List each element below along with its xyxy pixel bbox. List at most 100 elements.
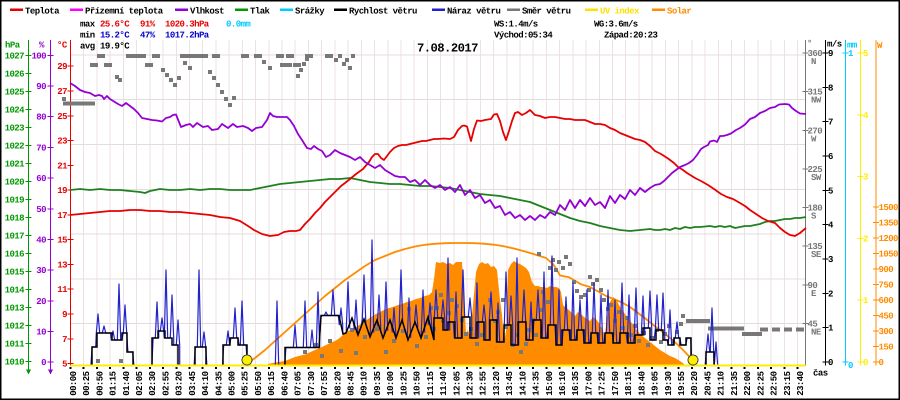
svg-text:SW: SW	[811, 173, 822, 183]
svg-text:1021: 1021	[5, 159, 26, 169]
svg-text:08:20: 08:20	[333, 371, 343, 395]
svg-text:1015: 1015	[5, 267, 25, 277]
svg-text:1013: 1013	[5, 303, 25, 313]
svg-text:7: 7	[62, 335, 67, 345]
svg-text:00:25: 00:25	[82, 371, 92, 395]
svg-text:300: 300	[879, 327, 894, 337]
svg-text:40: 40	[36, 236, 46, 246]
svg-text:03:20: 03:20	[175, 371, 185, 395]
svg-text:1050: 1050	[879, 250, 899, 260]
svg-text:1023: 1023	[5, 123, 25, 133]
svg-text:315: 315	[808, 88, 823, 98]
svg-text:Západ:20:23: Západ:20:23	[604, 31, 658, 41]
svg-text:23:15: 23:15	[783, 371, 793, 395]
svg-text:135: 135	[808, 242, 823, 252]
svg-text:10:50: 10:50	[413, 371, 423, 395]
svg-text:01:15: 01:15	[109, 371, 119, 395]
svg-text:Vlhkost: Vlhkost	[190, 7, 224, 17]
svg-text:02:30: 02:30	[148, 371, 158, 395]
svg-text:1025: 1025	[5, 87, 25, 97]
svg-text:25: 25	[57, 112, 67, 122]
svg-text:min: min	[80, 31, 95, 41]
svg-text:06:40: 06:40	[280, 371, 290, 395]
svg-text:1020.3hPa: 1020.3hPa	[165, 20, 210, 30]
svg-text:16:10: 16:10	[558, 371, 568, 395]
svg-text:hPa: hPa	[5, 41, 21, 51]
svg-text:12:05: 12:05	[452, 371, 462, 395]
svg-text:16:35: 16:35	[571, 371, 581, 395]
svg-text:1017.2hPa: 1017.2hPa	[165, 31, 210, 41]
svg-text:17: 17	[57, 211, 67, 221]
svg-text:03:45: 03:45	[188, 371, 198, 395]
svg-text:6: 6	[828, 152, 833, 162]
svg-text:4: 4	[828, 221, 834, 231]
svg-text:10: 10	[36, 328, 46, 338]
svg-text:m/s: m/s	[827, 40, 842, 50]
svg-text:WS:1.4m/s: WS:1.4m/s	[494, 20, 538, 30]
svg-text:06:15: 06:15	[267, 371, 277, 395]
svg-text:15: 15	[57, 236, 67, 246]
svg-text:0: 0	[41, 358, 46, 368]
svg-text:W: W	[811, 134, 817, 144]
svg-text:750: 750	[879, 281, 894, 291]
svg-text:E: E	[811, 289, 817, 299]
svg-text:07:30: 07:30	[307, 371, 317, 395]
svg-text:9: 9	[62, 310, 67, 320]
svg-text:22:25: 22:25	[756, 371, 766, 395]
svg-text:1027: 1027	[5, 51, 25, 61]
svg-text:07:55: 07:55	[320, 371, 330, 395]
svg-text:14:35: 14:35	[532, 371, 542, 395]
svg-text:21:10: 21:10	[717, 371, 727, 395]
svg-text:18:15: 18:15	[624, 371, 634, 395]
svg-text:270: 270	[808, 126, 823, 136]
svg-text:1010: 1010	[5, 357, 25, 367]
svg-text:12:30: 12:30	[465, 371, 475, 395]
svg-text:1022: 1022	[5, 141, 25, 151]
svg-text:SE: SE	[811, 250, 822, 260]
svg-text:12:55: 12:55	[479, 371, 489, 395]
svg-text:7.08.2017: 7.08.2017	[417, 42, 478, 56]
svg-text:1: 1	[863, 296, 869, 306]
svg-text:1017: 1017	[5, 231, 25, 241]
svg-text:1: 1	[828, 324, 834, 334]
svg-text:W: W	[877, 41, 883, 51]
svg-text:5: 5	[828, 186, 833, 196]
svg-text:N: N	[811, 57, 816, 67]
svg-text:13:45: 13:45	[505, 371, 515, 395]
svg-text:1: 1	[848, 49, 854, 59]
svg-text:27: 27	[57, 87, 67, 97]
svg-text:50: 50	[36, 205, 46, 215]
svg-text:Rychlost větru: Rychlost větru	[349, 7, 417, 17]
svg-text:09:35: 09:35	[373, 371, 383, 395]
svg-text:0: 0	[879, 358, 884, 368]
svg-text:11: 11	[57, 285, 68, 295]
svg-text:60: 60	[36, 174, 46, 184]
svg-text:S: S	[811, 212, 817, 222]
svg-text:05:50: 05:50	[254, 371, 264, 395]
svg-text:19:30: 19:30	[664, 371, 674, 395]
svg-text:1024: 1024	[5, 105, 26, 115]
svg-text:Východ:05:34: Východ:05:34	[494, 31, 553, 41]
svg-text:mm: mm	[847, 41, 858, 51]
svg-text:°: °	[807, 39, 812, 49]
svg-text:UV index: UV index	[600, 7, 640, 17]
svg-text:100: 100	[31, 51, 46, 61]
svg-text:17:00: 17:00	[584, 371, 594, 395]
svg-text:NW: NW	[811, 96, 822, 106]
svg-text:0: 0	[848, 361, 853, 371]
svg-text:max: max	[80, 20, 96, 30]
svg-text:09:10: 09:10	[360, 371, 370, 395]
svg-text:Srážky: Srážky	[295, 7, 325, 17]
svg-text:1014: 1014	[5, 285, 26, 295]
svg-text:°C: °C	[57, 41, 68, 51]
svg-text:70: 70	[36, 143, 46, 153]
svg-text:19: 19	[57, 186, 67, 196]
svg-text:05:00: 05:00	[228, 371, 238, 395]
svg-text:22:50: 22:50	[770, 371, 780, 395]
svg-text:19.9°C: 19.9°C	[100, 42, 130, 52]
svg-text:1012: 1012	[5, 321, 25, 331]
svg-text:25.6°C: 25.6°C	[100, 20, 130, 30]
svg-text:Solar: Solar	[667, 7, 691, 17]
svg-text:1200: 1200	[879, 234, 899, 244]
svg-text:1019: 1019	[5, 195, 25, 205]
